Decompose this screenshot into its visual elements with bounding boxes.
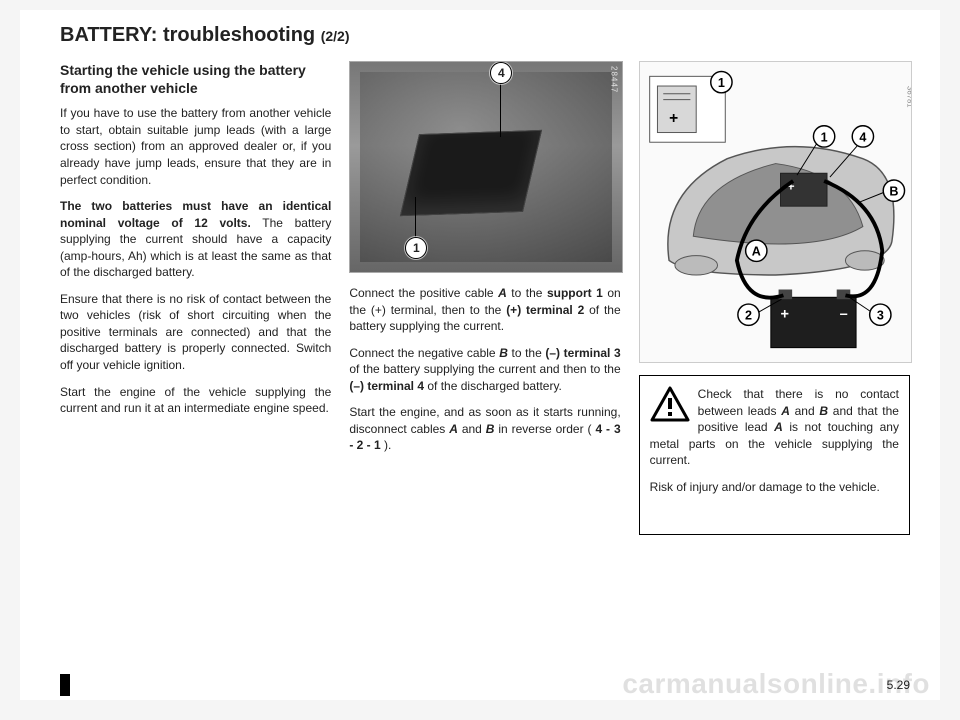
diagram-callout-4: 4 [859, 130, 866, 144]
crop-mark [60, 674, 70, 696]
mid-para-2: Connect the negative cable B to the (–) … [349, 345, 620, 395]
page-number: 5.29 [887, 678, 910, 692]
figure-photo: 28447 4 1 [349, 61, 622, 273]
diagram-callout-3: 3 [876, 309, 883, 323]
para-2: The two batteries must have an identical… [60, 198, 331, 281]
diagram-callout-B: B [889, 185, 898, 199]
title-main: BATTERY: troubleshooting [60, 24, 315, 46]
mid-para-1: Connect the positive cable A to the supp… [349, 285, 620, 335]
page-title: BATTERY: troubleshooting (2/2) [60, 24, 910, 47]
column-right: 36781 + 1 + [639, 61, 910, 535]
column-middle: 28447 4 1 Connect the positive cable A t… [349, 61, 620, 535]
section-heading: Starting the vehicle using the battery f… [60, 61, 331, 97]
para-3: Ensure that there is no risk of contact … [60, 291, 331, 374]
manual-page: BATTERY: troubleshooting (2/2) Starting … [20, 10, 940, 700]
diagram-callout-2: 2 [745, 309, 752, 323]
donor-minus: – [839, 307, 847, 323]
watermark: carmanualsonline.info [622, 668, 930, 700]
callout-line-1 [415, 197, 416, 242]
diagram-callout-1a: 1 [718, 76, 725, 90]
warning-icon [650, 386, 690, 422]
car-headlight-left [675, 256, 718, 275]
warning-box: Check that there is no contact between l… [639, 375, 910, 535]
warn-para-2: Risk of injury and/or damage to the vehi… [650, 479, 899, 496]
figure-diagram: 36781 + 1 + [639, 61, 912, 363]
inset-plus: + [669, 110, 678, 127]
para-1: If you have to use the battery from anot… [60, 105, 331, 188]
mid-para-3: Start the engine, and as soon as it star… [349, 404, 620, 454]
diagram-callout-A: A [751, 245, 760, 259]
title-sub: (2/2) [321, 28, 350, 44]
diagram-credit: 36781 [905, 86, 912, 108]
para-4: Start the engine of the vehicle supplyin… [60, 384, 331, 417]
donor-plus: + [780, 307, 788, 323]
diagram-callout-1b: 1 [820, 130, 827, 144]
photo-credit: 28447 [609, 66, 620, 93]
battery-render [400, 130, 542, 216]
columns: Starting the vehicle using the battery f… [60, 61, 910, 535]
column-left: Starting the vehicle using the battery f… [60, 61, 331, 535]
